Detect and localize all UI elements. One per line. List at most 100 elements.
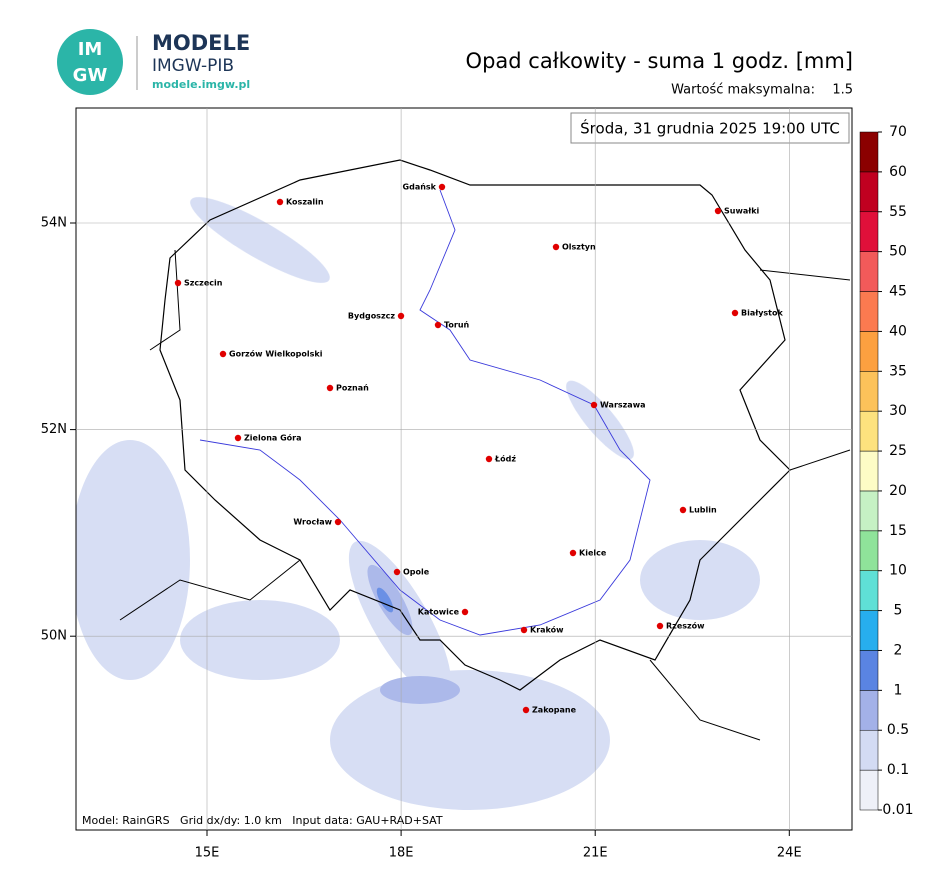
footer: Model: RainGRS Grid dx/dy: 1.0 km Input … bbox=[82, 814, 443, 827]
city-dot bbox=[731, 309, 739, 317]
lat-label: 50N bbox=[41, 629, 67, 644]
city-label: Rzeszów bbox=[666, 621, 705, 631]
border bbox=[159, 159, 791, 691]
city-label: Koszalin bbox=[286, 198, 324, 207]
city-dot bbox=[520, 626, 528, 634]
city-dot bbox=[714, 207, 722, 215]
map-area bbox=[76, 159, 851, 810]
city-dot bbox=[590, 401, 598, 409]
colorbar-label: 0.5 bbox=[887, 722, 909, 738]
lat-label: 52N bbox=[41, 422, 67, 437]
city-label: Gorzów Wielkopolski bbox=[229, 349, 323, 359]
colorbar-label: 0.1 bbox=[887, 762, 909, 778]
colorbar-segment bbox=[859, 450, 879, 492]
colorbar-label: 55 bbox=[889, 204, 907, 220]
colorbar-segment bbox=[859, 490, 879, 532]
colorbar-label: 20 bbox=[889, 483, 907, 499]
city-label: Lublin bbox=[689, 506, 717, 515]
max-value: 1.5 bbox=[832, 83, 853, 98]
footer-box bbox=[77, 811, 449, 829]
colorbar-segment bbox=[859, 769, 879, 811]
city-label: Bydgoszcz bbox=[348, 312, 395, 321]
max-label: Wartość maksymalna: bbox=[671, 83, 815, 98]
city-label: Zakopane bbox=[532, 706, 577, 715]
city-dot bbox=[438, 183, 446, 191]
brand-sub: IMGW-PIB bbox=[152, 56, 234, 76]
title: Opad całkowity - suma 1 godz. [mm] bbox=[466, 49, 853, 73]
city-label: Zielona Góra bbox=[244, 433, 302, 443]
colorbar-label: 70 bbox=[889, 124, 907, 140]
colorbar-label: 50 bbox=[889, 244, 907, 260]
colorbar-segment bbox=[859, 211, 879, 252]
logo-text: GW bbox=[73, 65, 108, 86]
brand: MODELE bbox=[152, 31, 250, 55]
colorbar-segment bbox=[859, 410, 879, 452]
city-dot bbox=[522, 706, 530, 714]
city-dot bbox=[679, 506, 687, 514]
colorbar-segment bbox=[859, 251, 879, 292]
colorbar-segment bbox=[859, 570, 879, 611]
city-dot bbox=[656, 622, 664, 630]
borders bbox=[119, 249, 851, 741]
colorbar-segment bbox=[859, 371, 879, 412]
city-dot bbox=[485, 455, 493, 463]
city-dot bbox=[393, 568, 401, 576]
colorbar-label: 10 bbox=[889, 563, 907, 579]
city-label: Wrocław bbox=[293, 518, 332, 527]
city-dot bbox=[552, 243, 560, 251]
city-dot bbox=[234, 434, 242, 442]
lon-label: 21E bbox=[583, 846, 608, 861]
colorbar-label: 0.01 bbox=[882, 802, 913, 818]
colorbar-label: 35 bbox=[889, 363, 907, 379]
city-label: Katowice bbox=[418, 608, 460, 617]
colorbar-segment bbox=[859, 690, 879, 731]
date-box bbox=[570, 112, 850, 144]
colorbar-segment bbox=[859, 171, 879, 213]
colorbar-label: 30 bbox=[889, 403, 907, 419]
city-label: Gdańsk bbox=[403, 183, 437, 192]
precip bbox=[76, 197, 760, 810]
colorbar-label: 45 bbox=[889, 284, 907, 300]
colorbar-label: 40 bbox=[889, 323, 907, 339]
city-label: Olsztyn bbox=[562, 243, 596, 252]
city-dot bbox=[219, 350, 227, 358]
colorbar-label: 25 bbox=[889, 443, 907, 459]
colorbar-segment bbox=[859, 291, 879, 332]
colorbar-label: 60 bbox=[889, 164, 907, 180]
city-label: Warszawa bbox=[600, 401, 646, 410]
colorbar-segment bbox=[859, 729, 879, 771]
city-label: Kielce bbox=[579, 549, 607, 558]
city-label: Kraków bbox=[530, 625, 564, 635]
datetime: Środa, 31 grudnia 2025 19:00 UTC bbox=[580, 119, 840, 138]
city-label: Toruń bbox=[444, 321, 470, 330]
colorbar-label: 2 bbox=[894, 642, 903, 658]
lon-label: 24E bbox=[777, 846, 802, 861]
colorbar-segment bbox=[859, 331, 879, 372]
logo-text: IM bbox=[78, 39, 103, 60]
colorbar-segment bbox=[859, 610, 879, 651]
colorbar-label: 5 bbox=[894, 603, 903, 619]
city-label: Szczecin bbox=[184, 279, 223, 288]
city-dot bbox=[326, 384, 334, 392]
colorbar-label: 1 bbox=[894, 682, 903, 698]
city-label: Łódź bbox=[494, 454, 516, 464]
city-dot bbox=[461, 608, 469, 616]
city-label: Poznań bbox=[336, 384, 369, 393]
city-label: Białystok bbox=[741, 309, 784, 318]
lon-label: 18E bbox=[389, 846, 414, 861]
map-frame bbox=[75, 107, 853, 831]
city-dot bbox=[276, 198, 284, 206]
colorbar-segment bbox=[859, 530, 879, 571]
url: modele.imgw.pl bbox=[152, 78, 250, 91]
colorbar-label: 15 bbox=[889, 523, 907, 539]
city-dot bbox=[434, 321, 442, 329]
city-dot bbox=[334, 518, 342, 526]
logo bbox=[57, 29, 123, 95]
city-dot bbox=[397, 312, 405, 320]
colorbar-segment bbox=[859, 131, 879, 173]
city-dot bbox=[174, 279, 182, 287]
river bbox=[199, 189, 651, 636]
